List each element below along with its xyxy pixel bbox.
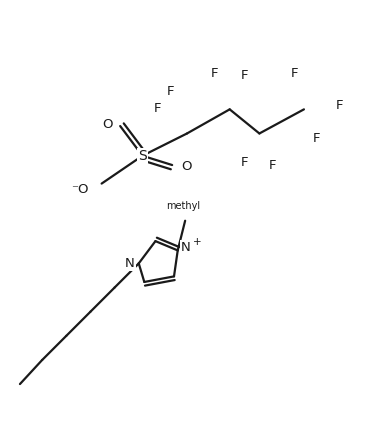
Text: F: F: [335, 99, 343, 112]
Text: F: F: [153, 102, 161, 115]
Text: O: O: [102, 118, 113, 131]
Text: ⁻O: ⁻O: [71, 183, 89, 196]
Text: methyl: methyl: [166, 201, 200, 211]
Text: F: F: [241, 69, 248, 82]
Text: F: F: [211, 67, 218, 80]
Text: F: F: [241, 156, 248, 169]
Text: F: F: [269, 159, 276, 172]
Text: N: N: [181, 241, 191, 254]
Text: F: F: [166, 85, 174, 98]
Text: F: F: [291, 67, 298, 80]
Text: +: +: [193, 237, 201, 247]
Text: N: N: [125, 257, 134, 270]
Text: F: F: [313, 132, 321, 145]
Text: O: O: [181, 161, 191, 174]
Text: methyl: methyl: [0, 433, 1, 434]
Text: S: S: [138, 149, 147, 163]
